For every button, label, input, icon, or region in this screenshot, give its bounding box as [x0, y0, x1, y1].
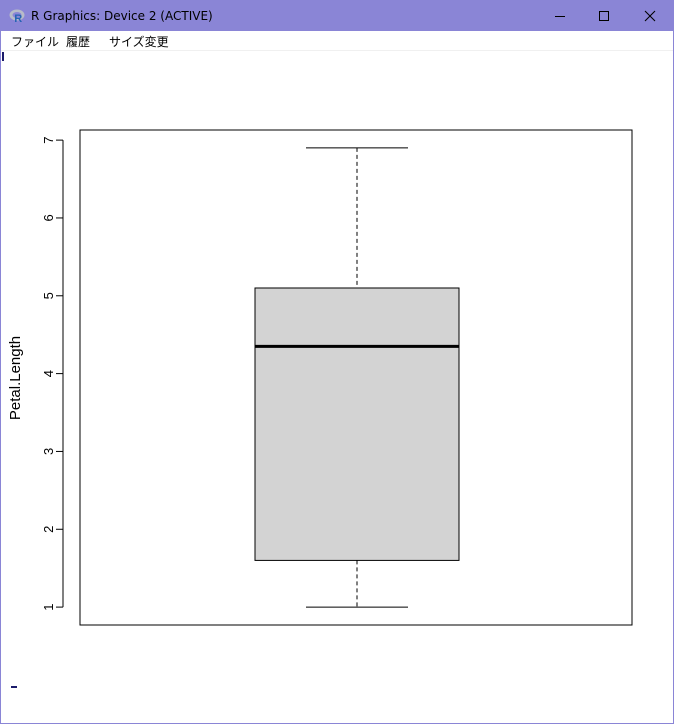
minimize-button[interactable] [537, 1, 583, 31]
plot-frame [79, 129, 633, 626]
device-marker-top [2, 52, 4, 61]
svg-text:R: R [14, 13, 22, 24]
y-axis: 1 2 3 4 5 6 7 [41, 137, 64, 611]
y-tick-label-1: 1 [41, 603, 56, 610]
y-tick-label-7: 7 [41, 137, 56, 144]
y-tick-label-4: 4 [41, 370, 56, 377]
close-icon [644, 10, 656, 22]
device-marker-bottom [11, 686, 17, 688]
y-tick-label-5: 5 [41, 292, 56, 299]
close-button[interactable] [627, 1, 673, 31]
menu-bar: ファイル 履歴 サイズ変更 [1, 31, 673, 51]
minimize-icon [555, 16, 565, 17]
title-bar[interactable]: R R Graphics: Device 2 (ACTIVE) [1, 1, 673, 31]
y-axis-label: Petal.Length [7, 336, 24, 420]
menu-history[interactable]: 履歴 [66, 35, 91, 49]
maximize-icon [599, 11, 609, 21]
maximize-button[interactable] [581, 1, 627, 31]
interquartile-box [254, 287, 460, 561]
y-tick-label-2: 2 [41, 526, 56, 533]
menu-resize[interactable]: サイズ変更 [109, 35, 169, 49]
y-tick-label-6: 6 [41, 214, 56, 221]
y-tick-label-3: 3 [41, 448, 56, 455]
window-title: R Graphics: Device 2 (ACTIVE) [31, 9, 213, 23]
menu-file[interactable]: ファイル [11, 35, 60, 49]
r-logo-icon: R [9, 9, 25, 24]
boxplot-chart: 1 2 3 4 5 6 7 Petal.Length [7, 129, 633, 626]
